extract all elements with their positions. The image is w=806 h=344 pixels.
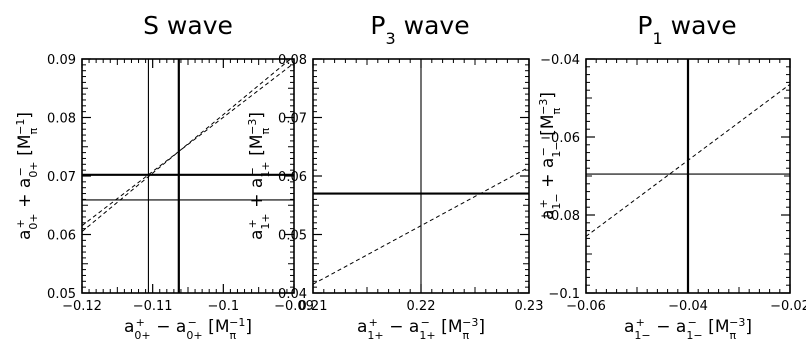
panel-title: P3 wave [370,11,469,48]
y-tick-labels: −0.1 −0.08 −0.06 −0.04 [540,53,580,302]
x-tick-labels: −0.06 −0.04 −0.02 [566,299,806,314]
x-tick-labels: −0.12 −0.11 −0.1 −0.09 [62,299,314,314]
y-axis-label: a1++ + a1+− [Mπ−3] [246,112,272,240]
x-tick-label: 0.21 [299,299,328,314]
y-tick-labels: 0.05 0.06 0.07 0.08 0.09 [47,53,76,302]
dashed-line [81,58,291,232]
x-tick-labels: 0.21 0.22 0.23 [299,299,544,314]
y-tick-label: 0.05 [278,229,307,244]
y-tick-label: 0.08 [47,112,76,127]
y-tick-label: 0.04 [278,287,307,302]
x-tick-label: −0.04 [668,299,708,314]
x-tick-label: −0.11 [133,299,173,314]
y-tick-labels: 0.04 0.05 0.06 0.07 0.08 [278,53,307,302]
tick-marks [312,58,530,294]
x-tick-label: −0.1 [208,299,240,314]
dashed-line [312,166,530,285]
dashed-series [81,58,295,232]
x-axis-label: a1−+ − a1−− [Mπ−3] [624,316,752,342]
x-axis-label: a0++ − a0+− [Mπ−1] [124,316,252,342]
y-tick-label: 0.08 [278,53,307,68]
y-tick-label: 0.09 [47,53,76,68]
x-tick-label: −0.09 [274,299,314,314]
reference-lines [586,59,790,293]
y-tick-label: −0.08 [540,209,580,224]
y-tick-label: −0.06 [540,131,580,146]
tick-marks [81,58,295,294]
y-tick-label: 0.06 [47,229,76,244]
x-tick-label: −0.06 [566,299,606,314]
reference-lines [313,59,529,293]
y-axis-label: a1−+ + a1−− [Mπ−3] [537,92,563,220]
x-tick-label: 0.22 [407,299,436,314]
dashed-series [585,83,791,237]
panel-p3-wave: P3 wave 0.21 0.22 0.23 0.040.050.060.070.0… [246,11,544,342]
x-tick-label: −0.02 [770,299,806,314]
panel-p1-wave: P1 wave −0.06 −0.04 −0.02 −0.1−0.08−0.06−0… [537,11,806,342]
x-tick-label: −0.12 [62,299,102,314]
y-tick-label: 0.07 [47,170,76,185]
dashed-line [81,62,295,227]
y-tick-label: 0.05 [47,287,76,302]
panel-title: S wave [143,11,233,40]
x-axis-label: a1++ − a1+− [Mπ−3] [357,316,485,342]
y-axis-label: a0++ + a0+− [Mπ−1] [14,112,40,240]
dashed-series [312,166,530,285]
dashed-line [585,83,791,237]
y-tick-label: 0.06 [278,170,307,185]
y-tick-label: 0.07 [278,112,307,127]
x-tick-label: 0.23 [515,299,544,314]
tick-marks [585,58,791,294]
panel-title: P1 wave [637,11,736,48]
y-tick-label: −0.04 [540,53,580,68]
y-tick-label: −0.1 [548,287,580,302]
